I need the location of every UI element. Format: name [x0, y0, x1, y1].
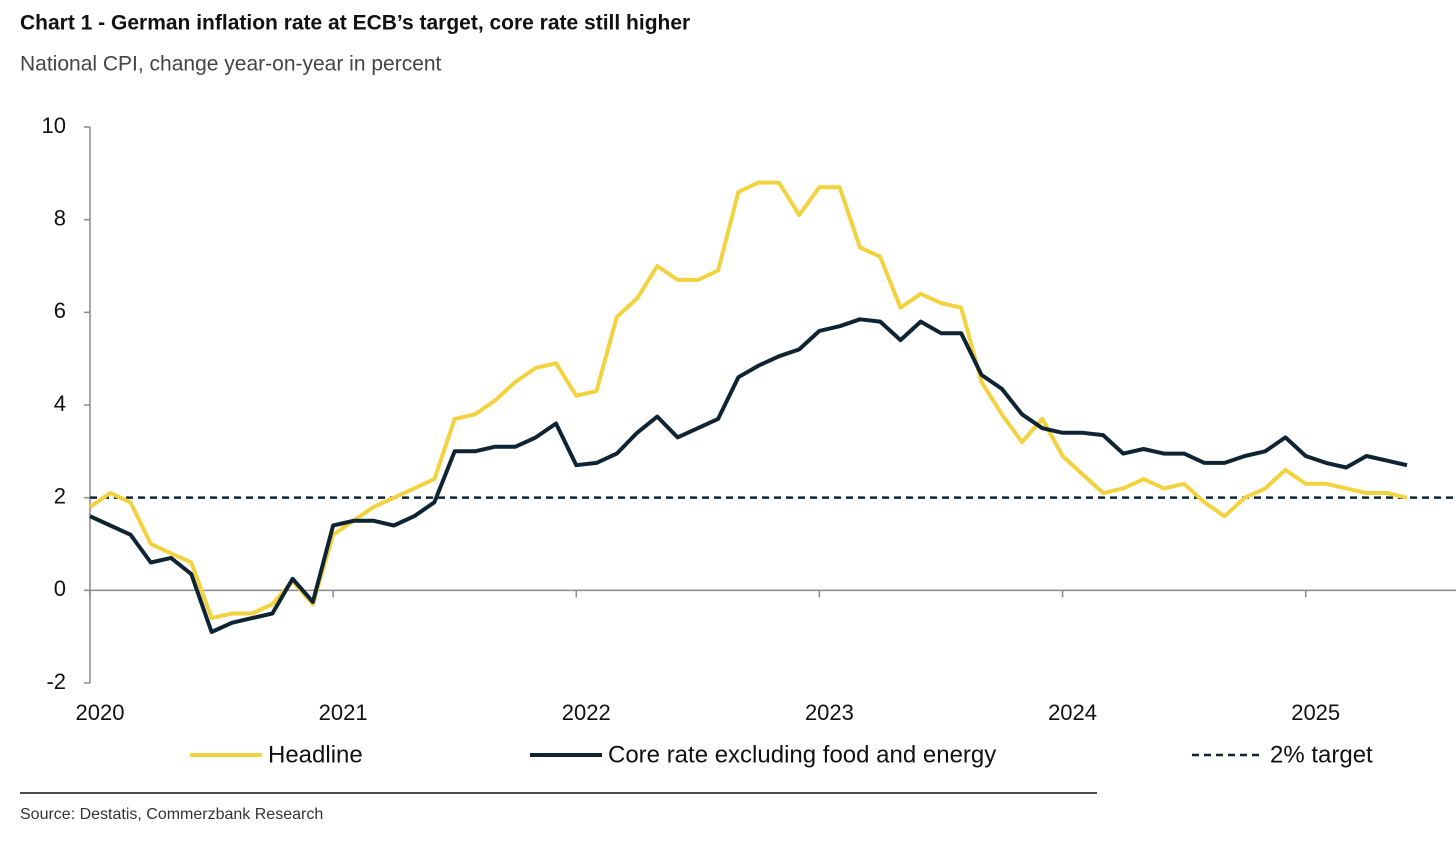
y-tick-label: 6: [54, 298, 66, 323]
legend-label: Core rate excluding food and energy: [608, 741, 996, 768]
y-tick-label: 10: [42, 113, 66, 138]
y-tick-label: -2: [46, 669, 66, 694]
source-note: Source: Destatis, Commerzbank Research: [20, 806, 323, 823]
chart-subtitle: National CPI, change year-on-year in per…: [20, 53, 442, 76]
series-line: [89, 317, 1408, 634]
x-tick-label: 2020: [76, 700, 125, 725]
chart-title: Chart 1 - German inflation rate at ECB’s…: [20, 12, 690, 35]
x-tick-label: 2024: [1048, 700, 1097, 725]
x-tick-label: 2022: [562, 700, 611, 725]
series-line: [88, 180, 1408, 621]
legend-label: 2% target: [1270, 741, 1373, 768]
y-tick-label: 8: [54, 205, 66, 230]
legend-label: Headline: [268, 741, 363, 768]
x-tick-label: 2023: [805, 700, 854, 725]
y-tick-label: 0: [54, 576, 66, 601]
y-tick-label: 4: [54, 391, 66, 416]
x-tick-label: 2025: [1291, 700, 1340, 725]
y-tick-label: 2: [54, 483, 66, 508]
x-tick-label: 2021: [319, 700, 368, 725]
